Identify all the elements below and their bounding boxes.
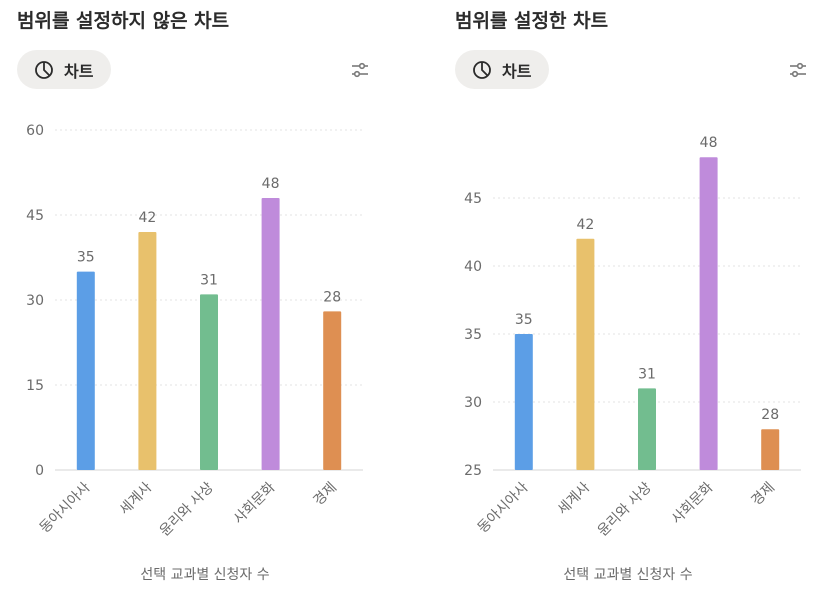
x-tick-label: 경제: [310, 480, 340, 510]
x-axis-title: 선택 교과별 신청자 수: [140, 567, 270, 583]
chart-type-label: 차트: [64, 61, 94, 81]
bar-chart: 25 30 35 40 45 35 동아시아사 42 세계사 31 윤리와 사상 48 사회문화 28 경제: [464, 135, 801, 540]
y-tick-label: 60: [26, 123, 44, 139]
y-tick-label: 0: [35, 463, 44, 479]
x-axis-title: 선택 교과별 신청자 수: [563, 567, 693, 583]
bar: [576, 238, 595, 470]
y-tick-label: 30: [26, 293, 44, 309]
x-tick-label: 세계사: [555, 479, 594, 518]
x-tick-label: 동아시아사: [475, 479, 532, 536]
bar: [323, 311, 342, 470]
x-tick-label: 세계사: [117, 479, 156, 518]
settings-sliders-icon[interactable]: [350, 60, 370, 80]
chart-type-button[interactable]: 차트: [17, 50, 111, 89]
bar: [638, 388, 656, 470]
y-tick-label: 15: [26, 378, 44, 394]
settings-sliders-icon[interactable]: [788, 60, 808, 80]
bar: [699, 157, 718, 470]
x-tick-label: 사회문화: [669, 479, 717, 527]
pie-chart-icon: [472, 60, 492, 80]
bar-chart: 0 15 30 45 60 35 동아시아사 42 세계사 31 윤리와 사상 48 사회문화 28 경제: [26, 123, 363, 540]
chart-type-button[interactable]: 차트: [455, 50, 549, 89]
data-label: 31: [200, 272, 218, 288]
x-tick-label: 동아시아사: [37, 479, 94, 536]
bar: [200, 294, 218, 470]
data-label: 28: [323, 289, 341, 305]
data-label: 28: [761, 407, 779, 423]
x-tick-label: 윤리와 사상: [157, 479, 217, 539]
bar: [76, 271, 95, 470]
panel-title: 범위를 설정하지 않은 차트: [17, 10, 230, 32]
panel-title: 범위를 설정한 차트: [455, 10, 609, 32]
chart-type-label: 차트: [502, 61, 532, 81]
bar: [514, 334, 533, 470]
y-tick-label: 40: [464, 259, 482, 275]
data-label: 35: [77, 250, 95, 266]
bar: [261, 198, 280, 470]
x-tick-label: 윤리와 사상: [595, 479, 655, 539]
data-label: 35: [515, 312, 533, 328]
chart-panel-unset-range: 범위를 설정하지 않은 차트 차트 0 15 30 45 60 35 동아시아사 42 세계사 3…: [0, 0, 380, 592]
y-tick-label: 35: [464, 327, 482, 343]
chart-panel-set-range: 범위를 설정한 차트 차트 25 30 35 40 45 35 동아시아사 42 세계사 31 윤리…: [438, 0, 818, 592]
x-tick-label: 사회문화: [231, 479, 279, 527]
x-tick-label: 경제: [748, 480, 778, 510]
data-label: 42: [576, 217, 594, 233]
bar: [138, 232, 157, 470]
y-tick-label: 25: [464, 463, 482, 479]
data-label: 48: [262, 176, 280, 192]
data-label: 48: [700, 135, 718, 151]
pie-chart-icon: [34, 60, 54, 80]
data-label: 42: [138, 210, 156, 226]
y-tick-label: 30: [464, 395, 482, 411]
bar: [761, 429, 780, 470]
data-label: 31: [638, 366, 656, 382]
y-tick-label: 45: [464, 191, 482, 207]
y-tick-label: 45: [26, 208, 44, 224]
